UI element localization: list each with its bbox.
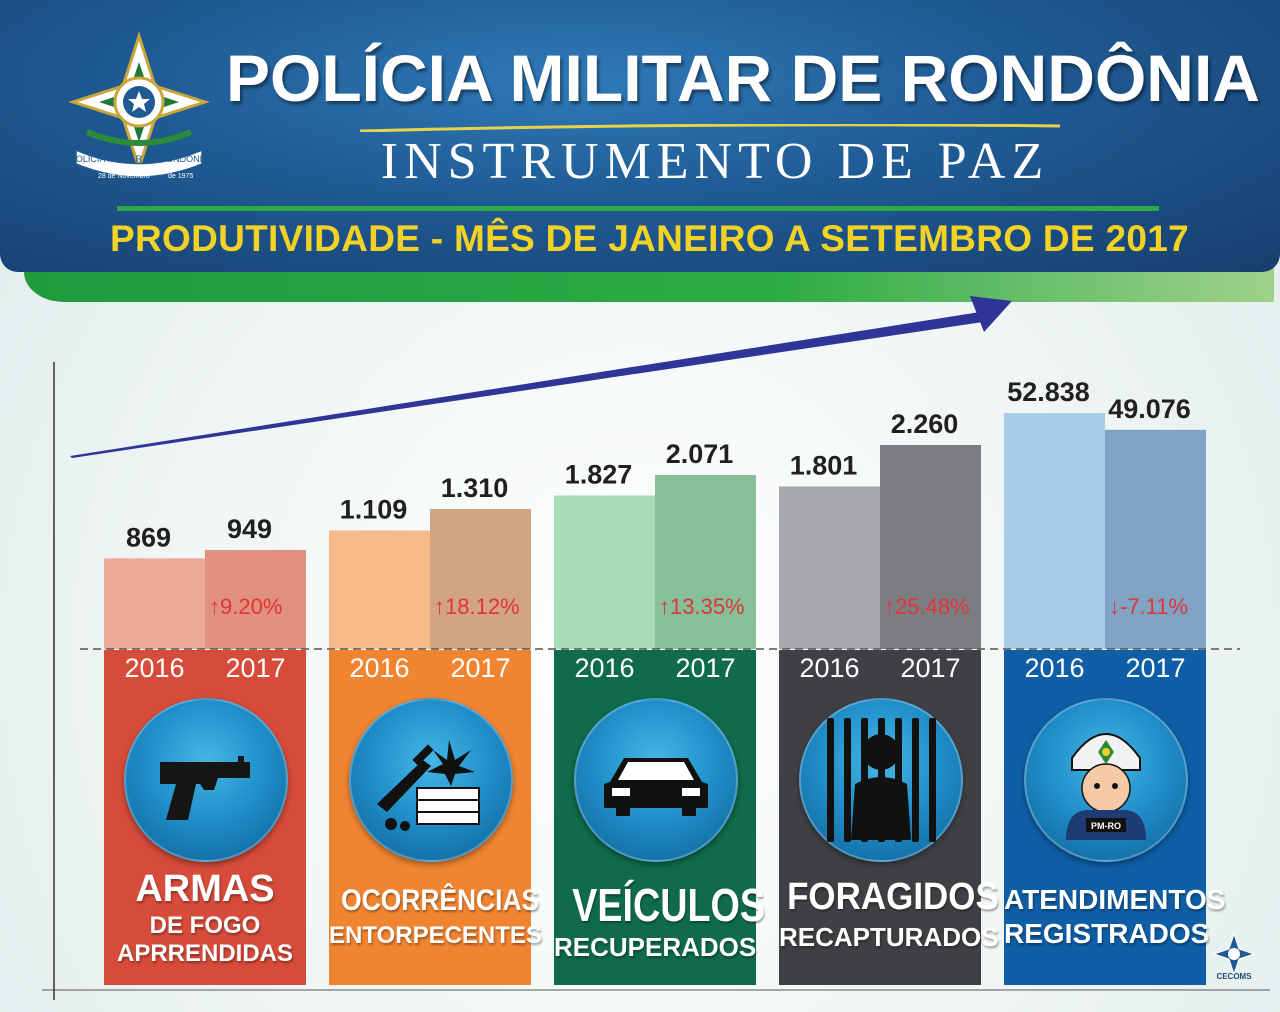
bar-value-label: 1.310 [441, 473, 509, 503]
bar-value-label: 2.260 [891, 409, 959, 439]
x-tick-label: 2017 [900, 653, 961, 683]
bar-value-label: 869 [126, 522, 171, 552]
badge-label: PM-RO [1091, 821, 1121, 831]
category-label: APRRENDIDAS [116, 940, 293, 967]
x-tick-label: 2016 [574, 653, 635, 683]
x-tick-label: 2017 [450, 653, 511, 683]
bar [1004, 413, 1105, 649]
change-percent-label: ↑13.35% [659, 594, 745, 619]
category-label: DE FOGO [149, 912, 261, 939]
bar-value-label: 1.801 [790, 450, 858, 480]
bar [554, 495, 655, 649]
x-tick-label: 2017 [1125, 653, 1186, 683]
header-content: POLÍCIA MILITAR DE RONDÔNIA 28 de Novemb… [0, 0, 1280, 272]
change-percent-label: ↓-7.11% [1109, 594, 1188, 619]
year-labels: 2016 2017 [1004, 650, 1206, 686]
change-percent-label: ↑9.20% [209, 594, 282, 619]
police-officer-icon: PM-RO [1024, 698, 1188, 862]
bar-value-label: 1.109 [340, 494, 408, 524]
bar-value-label: 2.071 [666, 439, 734, 469]
cecoms-emblem-icon [1212, 932, 1256, 976]
category-panel: 2016 2017 ARMAS DE FOGO APRRENDIDAS [104, 650, 306, 985]
change-percent-label: ↑25.48% [884, 594, 970, 619]
x-tick-label: 2016 [349, 653, 410, 683]
category-label: RECAPTURADOS [779, 922, 999, 952]
bar [655, 475, 756, 649]
bar [205, 550, 306, 649]
car-icon [574, 698, 738, 862]
bar [1105, 429, 1206, 649]
cecoms-logo: CECOMS [1212, 932, 1256, 992]
category-panel: 2016 2017 OCORRÊNCIAS ENTORPECENTES [329, 650, 542, 985]
bar [880, 445, 981, 649]
category-panel: 2016 2017 VEÍCULOS RECUPERADOS [554, 650, 766, 985]
page-title: POLÍCIA MILITAR DE RONDÔNIA [226, 41, 1260, 115]
subtitle-accent-line [360, 124, 1060, 132]
category-label: ENTORPECENTES [329, 922, 542, 949]
x-tick-label: 2017 [675, 653, 736, 683]
bar-value-label: 949 [227, 514, 272, 544]
bar-value-label: 1.827 [565, 460, 633, 490]
x-tick-label: 2016 [799, 653, 860, 683]
category-label: ARMAS [135, 868, 275, 910]
category-label: REGISTRADOS [1004, 918, 1210, 949]
period-heading: PRODUTIVIDADE - MÊS DE JANEIRO A SETEMBR… [110, 218, 1189, 259]
year-labels: 2016 2017 [554, 650, 756, 686]
bar [104, 558, 205, 649]
x-tick-label: 2016 [1024, 653, 1085, 683]
category-label: FORAGIDOS [787, 876, 999, 918]
category-label: RECUPERADOS [554, 932, 757, 962]
x-tick-label: 2016 [124, 653, 185, 683]
police-emblem-logo: POLÍCIA MILITAR DE RONDÔNIA 28 de Novemb… [68, 32, 210, 180]
category-panel: 2016 2017 FORAGIDOS RECAPTURADOS [779, 650, 999, 985]
change-percent-label: ↑18.12% [434, 594, 520, 619]
logo-date-right: de 1975 [168, 173, 193, 180]
header-banner [0, 0, 1280, 272]
bar [430, 509, 531, 649]
category-label: OCORRÊNCIAS [341, 884, 540, 917]
bar [329, 530, 430, 649]
year-labels: 2016 2017 [779, 650, 981, 686]
trend-arrow-shaft [70, 312, 983, 458]
page-subtitle: INSTRUMENTO DE PAZ [380, 133, 1050, 190]
header-divider [117, 206, 1159, 211]
category-label: ATENDIMENTOS [1004, 884, 1226, 915]
bar [779, 486, 880, 649]
year-labels: 2016 2017 [104, 650, 306, 686]
pistol-icon [124, 698, 288, 862]
bar-value-label: 49.076 [1108, 394, 1191, 424]
prisoner-icon [799, 698, 963, 862]
logo-text: POLÍCIA MILITAR DE RONDÔNIA [70, 154, 208, 164]
trend-arrow-head-icon [970, 296, 1012, 332]
drugs-icon [349, 698, 513, 862]
logo-date-left: 28 de Novembro [98, 173, 150, 180]
category-label: VEÍCULOS [572, 879, 766, 931]
bar-value-label: 52.838 [1007, 377, 1090, 407]
cecoms-label: CECOMS [1216, 972, 1252, 981]
year-labels: 2016 2017 [329, 650, 531, 686]
category-panel: 2016 2017 PM-RO ATENDIMENTOS REGISTRADOS [1004, 650, 1226, 985]
x-tick-label: 2017 [225, 653, 286, 683]
